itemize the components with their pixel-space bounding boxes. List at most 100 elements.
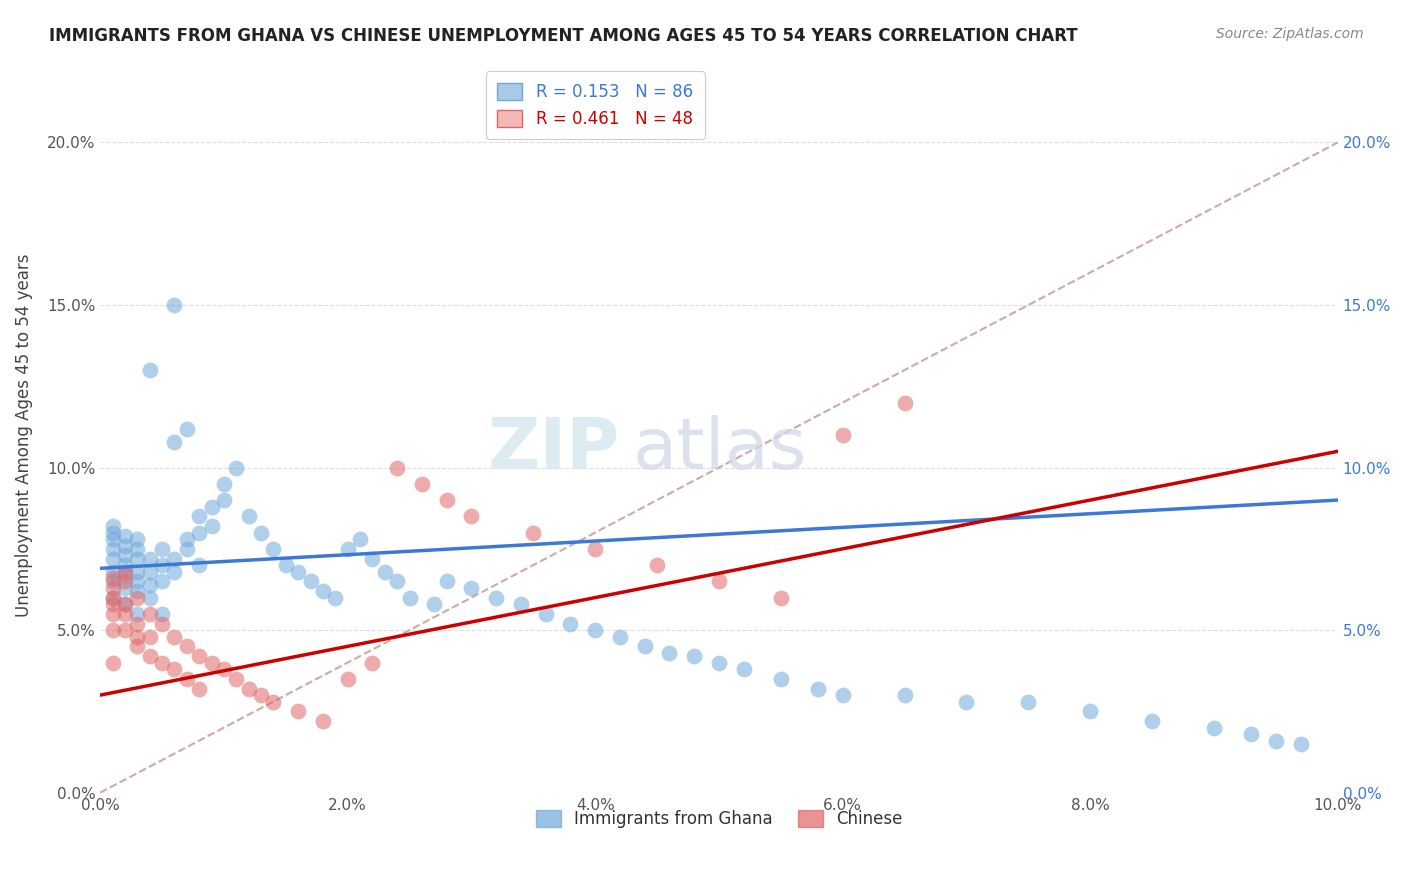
Point xyxy=(609,630,631,644)
Point xyxy=(127,640,149,654)
Point xyxy=(114,567,136,582)
Point xyxy=(436,493,458,508)
Text: IMMIGRANTS FROM GHANA VS CHINESE UNEMPLOYMENT AMONG AGES 45 TO 54 YEARS CORRELAT: IMMIGRANTS FROM GHANA VS CHINESE UNEMPLO… xyxy=(49,27,1078,45)
Point xyxy=(176,640,198,654)
Y-axis label: Unemployment Among Ages 45 to 54 years: Unemployment Among Ages 45 to 54 years xyxy=(15,253,32,616)
Point xyxy=(312,584,335,599)
Point xyxy=(200,656,222,670)
Point xyxy=(287,705,309,719)
Point xyxy=(1202,721,1225,735)
Point xyxy=(769,591,792,605)
Point xyxy=(436,574,458,589)
Point xyxy=(200,519,222,533)
Point xyxy=(385,460,408,475)
Point xyxy=(101,607,124,621)
Point xyxy=(101,541,124,556)
Point xyxy=(1289,737,1312,751)
Point xyxy=(150,656,173,670)
Point xyxy=(101,519,124,533)
Point xyxy=(150,574,173,589)
Point xyxy=(238,681,260,696)
Point xyxy=(250,688,273,702)
Point xyxy=(287,565,309,579)
Point xyxy=(238,509,260,524)
Point xyxy=(101,591,124,605)
Point xyxy=(361,656,384,670)
Point xyxy=(114,597,136,611)
Point xyxy=(114,529,136,543)
Point xyxy=(509,597,531,611)
Point xyxy=(101,525,124,540)
Point xyxy=(138,363,160,377)
Point xyxy=(138,591,160,605)
Point xyxy=(114,539,136,553)
Point xyxy=(163,630,186,644)
Legend: Immigrants from Ghana, Chinese: Immigrants from Ghana, Chinese xyxy=(529,803,908,834)
Point xyxy=(127,551,149,566)
Point xyxy=(150,607,173,621)
Point xyxy=(212,476,235,491)
Point xyxy=(634,640,657,654)
Point xyxy=(127,574,149,589)
Point xyxy=(212,493,235,508)
Point xyxy=(176,672,198,686)
Point xyxy=(312,714,335,728)
Point xyxy=(807,681,830,696)
Point xyxy=(127,565,149,579)
Point xyxy=(522,525,544,540)
Point xyxy=(534,607,557,621)
Point xyxy=(114,549,136,563)
Point xyxy=(188,558,211,573)
Point xyxy=(138,551,160,566)
Point xyxy=(176,532,198,546)
Point xyxy=(101,571,124,585)
Point xyxy=(150,616,173,631)
Point xyxy=(127,591,149,605)
Point xyxy=(299,574,322,589)
Point xyxy=(101,623,124,637)
Point xyxy=(583,623,606,637)
Point xyxy=(188,525,211,540)
Point xyxy=(138,607,160,621)
Point xyxy=(1264,733,1286,747)
Point xyxy=(200,500,222,514)
Point xyxy=(336,541,359,556)
Point xyxy=(423,597,446,611)
Point xyxy=(274,558,297,573)
Point xyxy=(225,460,247,475)
Point xyxy=(1240,727,1263,741)
Point xyxy=(769,672,792,686)
Point xyxy=(163,298,186,312)
Point xyxy=(1078,705,1101,719)
Point xyxy=(460,581,482,595)
Text: ZIP: ZIP xyxy=(488,415,620,483)
Point xyxy=(349,532,371,546)
Point xyxy=(101,551,124,566)
Point xyxy=(225,672,247,686)
Point xyxy=(398,591,420,605)
Point xyxy=(101,597,124,611)
Point xyxy=(385,574,408,589)
Point xyxy=(163,662,186,676)
Point xyxy=(485,591,508,605)
Point xyxy=(645,558,668,573)
Point xyxy=(150,558,173,573)
Text: Source: ZipAtlas.com: Source: ZipAtlas.com xyxy=(1216,27,1364,41)
Point xyxy=(1017,695,1039,709)
Point xyxy=(138,649,160,664)
Point xyxy=(127,607,149,621)
Point xyxy=(683,649,706,664)
Point xyxy=(262,541,284,556)
Point xyxy=(212,662,235,676)
Point xyxy=(831,428,853,442)
Point xyxy=(114,581,136,595)
Point xyxy=(411,476,433,491)
Point xyxy=(101,574,124,589)
Point xyxy=(188,681,211,696)
Point xyxy=(658,646,681,660)
Point xyxy=(163,565,186,579)
Point xyxy=(361,551,384,566)
Point xyxy=(831,688,853,702)
Point xyxy=(374,565,396,579)
Point xyxy=(114,597,136,611)
